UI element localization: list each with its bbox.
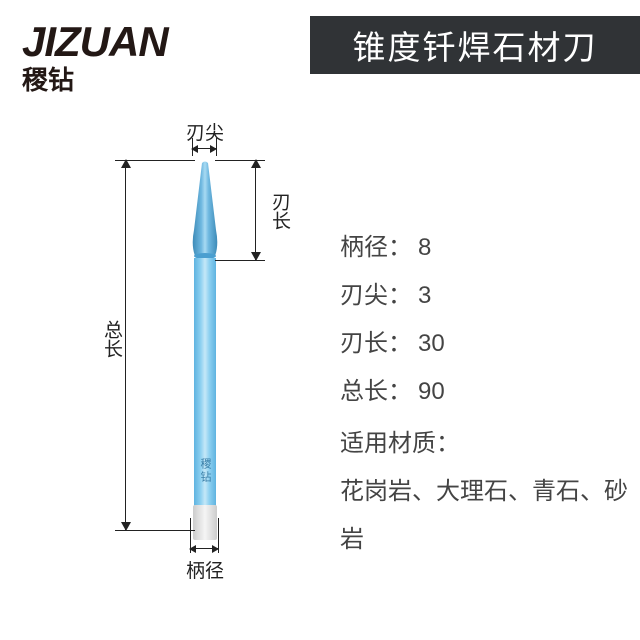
- label-total: 总长: [98, 320, 125, 358]
- dim-tip-width: [192, 148, 216, 149]
- spec-value: 90: [418, 368, 445, 416]
- label-shank: 柄径: [186, 556, 224, 583]
- tool-shaft: 稷钻: [194, 258, 216, 508]
- material-list: 花岗岩、大理石、青石、砂岩: [340, 468, 640, 564]
- dim-ext-bottom: [115, 530, 195, 531]
- product-title-bar: 锥度钎焊石材刀: [310, 16, 640, 74]
- spec-label: 刃长：: [340, 320, 412, 368]
- spec-shank-dia: 柄径： 8: [340, 224, 640, 272]
- dim-ext-b2: [218, 518, 219, 553]
- specifications: 柄径： 8 刃尖： 3 刃长： 30 总长： 90 适用材质： 花岗岩、大理石、…: [340, 224, 640, 564]
- product-title: 锥度钎焊石材刀: [353, 21, 598, 69]
- spec-value: 30: [418, 320, 445, 368]
- spec-materials: 适用材质： 花岗岩、大理石、青石、砂岩: [340, 420, 640, 564]
- spec-tip: 刃尖： 3: [340, 272, 640, 320]
- spec-label: 总长：: [340, 368, 412, 416]
- spec-blade-len: 刃长： 30: [340, 320, 640, 368]
- spec-label: 刃尖：: [340, 272, 412, 320]
- logo-english: JIZUAN: [22, 18, 168, 66]
- tool-base: [193, 505, 217, 540]
- tool-illustration: 稷钻: [190, 160, 220, 530]
- dim-total-length: [125, 160, 126, 530]
- dim-ext-b1: [190, 518, 191, 553]
- brand-logo: JIZUAN 稷钻: [22, 18, 168, 97]
- dim-shank-width: [190, 548, 218, 549]
- spec-total-len: 总长： 90: [340, 368, 640, 416]
- shaft-marking: 稷钻: [197, 458, 213, 484]
- tool-cone-tip: [189, 160, 221, 260]
- dim-ext-r2: [215, 260, 265, 261]
- dim-ext-top: [115, 160, 195, 161]
- material-label: 适用材质：: [340, 420, 640, 468]
- spec-label: 柄径：: [340, 224, 412, 272]
- dim-blade-length: [255, 160, 256, 260]
- spec-value: 8: [418, 224, 431, 272]
- tool-diagram: 稷钻 刃尖 刃长 总长 柄径: [70, 140, 310, 570]
- label-blade: 刃长: [266, 192, 293, 230]
- label-tip: 刃尖: [186, 118, 224, 145]
- spec-value: 3: [418, 272, 431, 320]
- dim-ext-r1: [215, 160, 265, 161]
